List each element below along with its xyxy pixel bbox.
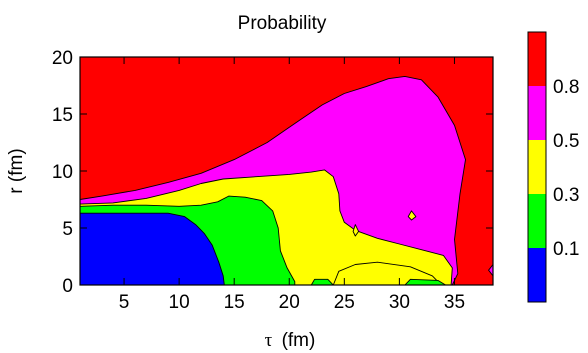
y-tick-label: 5 xyxy=(62,219,73,240)
colorbar-label: 0.1 xyxy=(553,239,579,260)
colorbar-label: 0.3 xyxy=(553,185,579,206)
plot-area xyxy=(80,57,493,285)
y-tick-label: 10 xyxy=(52,162,73,183)
yellow-dot-2 xyxy=(407,210,417,221)
chart-title: Probability xyxy=(238,13,327,34)
y-tick-label: 15 xyxy=(52,105,73,126)
colorbar-frame xyxy=(527,31,547,303)
colorbar-band xyxy=(528,140,546,194)
x-axis-unit: (fm) xyxy=(282,330,316,351)
y-tick-label: 20 xyxy=(52,48,73,69)
magenta-edge xyxy=(488,264,493,277)
colorbar-label: 0.8 xyxy=(553,77,579,98)
blue-region xyxy=(80,212,225,285)
x-tick-label: 20 xyxy=(279,292,300,313)
colorbar-band xyxy=(528,248,546,302)
y-tick-label: 0 xyxy=(62,276,73,297)
x-tick-label: 5 xyxy=(119,292,130,313)
colorbar-band xyxy=(528,86,546,140)
x-axis-label: τ (fm) xyxy=(265,330,316,351)
x-axis-symbol: τ xyxy=(265,330,273,351)
x-tick-label: 25 xyxy=(334,292,355,313)
colorbar-band xyxy=(528,32,546,86)
y-axis: 0 5 10 15 20 xyxy=(52,48,493,297)
x-tick-label: 35 xyxy=(444,292,465,313)
green-island-2 xyxy=(404,278,447,285)
x-axis: 5 10 15 20 25 30 35 xyxy=(119,57,465,313)
colorbar-label: 0.5 xyxy=(553,131,579,152)
colorbar-band xyxy=(528,194,546,248)
green-island-1 xyxy=(310,278,334,285)
x-tick-label: 10 xyxy=(169,292,190,313)
colorbar: 0.1 0.3 0.5 0.8 xyxy=(527,31,579,303)
x-tick-label: 30 xyxy=(389,292,410,313)
x-tick-label: 15 xyxy=(224,292,245,313)
y-axis-label: r (fm) xyxy=(6,148,27,193)
yellow-dot-1 xyxy=(352,224,360,237)
